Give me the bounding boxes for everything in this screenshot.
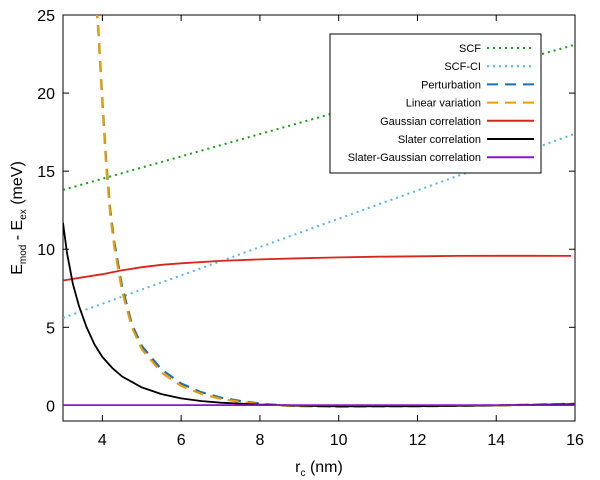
y-axis-title-unit: (meV): [9, 161, 26, 209]
x-axis-title-main: r: [295, 459, 301, 476]
x-axis-title-sub: c: [301, 468, 306, 479]
legend: SCF SCF-CI Perturbation Linear variation Gau…: [329, 33, 542, 174]
series-gaussian-correlation: [63, 254, 572, 282]
x-tick-label: 6: [177, 432, 186, 449]
legend-label-linear-variation: Linear variation: [406, 98, 481, 110]
x-tick-label: 4: [98, 432, 107, 449]
series-scf-ci: [63, 132, 575, 319]
x-axis-title: rc (nm): [295, 459, 343, 479]
x-axis-title-unit: (nm): [306, 459, 343, 476]
y-tick-label: 15: [37, 164, 55, 181]
legend-label-scf: SCF: [459, 43, 481, 55]
y-axis-title-sub2: ex: [18, 209, 29, 220]
y-tick-label: 10: [37, 242, 55, 259]
legend-label-scf-ci: SCF-CI: [444, 61, 481, 73]
y-tick-label: 5: [46, 320, 55, 337]
y-tick-label: 0: [46, 398, 55, 415]
y-axis-title: Emod - Eex (meV): [9, 161, 29, 275]
y-axis-title-sub1: mod: [18, 245, 29, 264]
x-tick-label: 10: [330, 432, 348, 449]
y-axis-title-main: E: [9, 264, 26, 275]
legend-label-perturbation: Perturbation: [421, 79, 481, 91]
x-tick-label: 16: [566, 432, 584, 449]
axis-ticks: 4 6 8 10 12 14 16 0 5 10 15 20 25: [37, 8, 584, 449]
y-axis-title-mid: - E: [9, 220, 26, 245]
legend-label-gaussian-correlation: Gaussian correlation: [380, 116, 481, 128]
legend-items: SCF SCF-CI Perturbation Linear variation Gau…: [348, 43, 534, 164]
series-slater-correlation: [63, 222, 575, 408]
x-tick-label: 12: [409, 432, 427, 449]
series-layer: [63, 15, 575, 408]
x-tick-label: 14: [487, 432, 505, 449]
y-tick-label: 20: [37, 86, 55, 103]
y-tick-label: 25: [37, 8, 55, 25]
legend-label-slater-correlation: Slater correlation: [398, 134, 481, 146]
legend-label-slater-gaussian-correlation: Slater-Gaussian correlation: [348, 152, 481, 164]
x-tick-label: 8: [255, 432, 264, 449]
